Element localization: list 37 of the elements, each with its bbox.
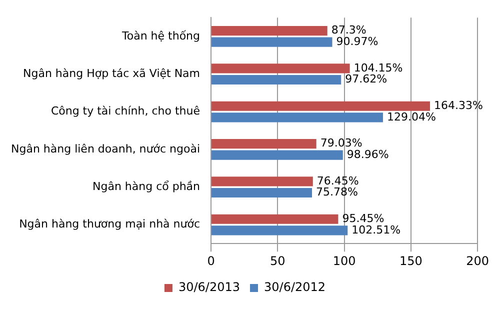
data-label: 76.45% xyxy=(316,174,359,188)
data-label: 164.33% xyxy=(434,98,483,112)
x-tick-label: 50 xyxy=(270,254,286,268)
y-tick-label: Ngân hàng thương mại nhà nước xyxy=(19,218,200,231)
bar xyxy=(212,214,338,224)
data-label: 87.3% xyxy=(331,24,366,37)
legend-label: 30/6/2013 xyxy=(178,280,240,294)
bar xyxy=(212,26,328,36)
bar xyxy=(212,37,332,47)
bar xyxy=(212,74,342,85)
y-tick-label: Toàn hệ thống xyxy=(121,29,200,42)
bar xyxy=(212,64,350,74)
x-tick-label: 0 xyxy=(207,254,215,268)
y-tick-label: Ngân hàng cổ phần xyxy=(92,180,200,193)
bar xyxy=(212,101,430,111)
y-tick-label: Công ty tài chính, cho thuê xyxy=(50,104,200,118)
data-label: 104.15% xyxy=(354,61,403,74)
y-tick-label: Ngân hàng liên doanh, nước ngoài xyxy=(10,142,200,156)
data-label: 75.78% xyxy=(316,186,358,199)
data-label: 129.04% xyxy=(386,110,436,124)
x-tick-label: 150 xyxy=(399,254,422,268)
data-label: 98.96% xyxy=(346,148,389,161)
legend-label: 30/6/2012 xyxy=(264,280,326,294)
data-label: 95.45% xyxy=(342,212,384,225)
bar xyxy=(212,176,313,186)
bar xyxy=(212,112,383,122)
bar xyxy=(212,150,343,160)
data-label: 79.03% xyxy=(320,136,362,150)
x-tick-label: 200 xyxy=(466,254,489,268)
bar xyxy=(212,188,312,198)
x-tick-label: 100 xyxy=(332,254,356,268)
data-label: 102.51% xyxy=(352,223,401,236)
bar xyxy=(212,138,316,149)
data-label: 90.97% xyxy=(336,34,378,48)
bar xyxy=(212,226,348,236)
y-tick-label: Ngân hàng Hợp tác xã Việt Nam xyxy=(23,66,200,80)
data-label: 97.62% xyxy=(345,72,388,86)
